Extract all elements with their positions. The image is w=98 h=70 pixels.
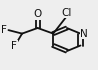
Text: F: F (11, 41, 17, 51)
Text: Cl: Cl (62, 8, 72, 18)
Text: F: F (1, 25, 6, 35)
Text: O: O (34, 9, 42, 19)
Text: N: N (80, 29, 88, 39)
